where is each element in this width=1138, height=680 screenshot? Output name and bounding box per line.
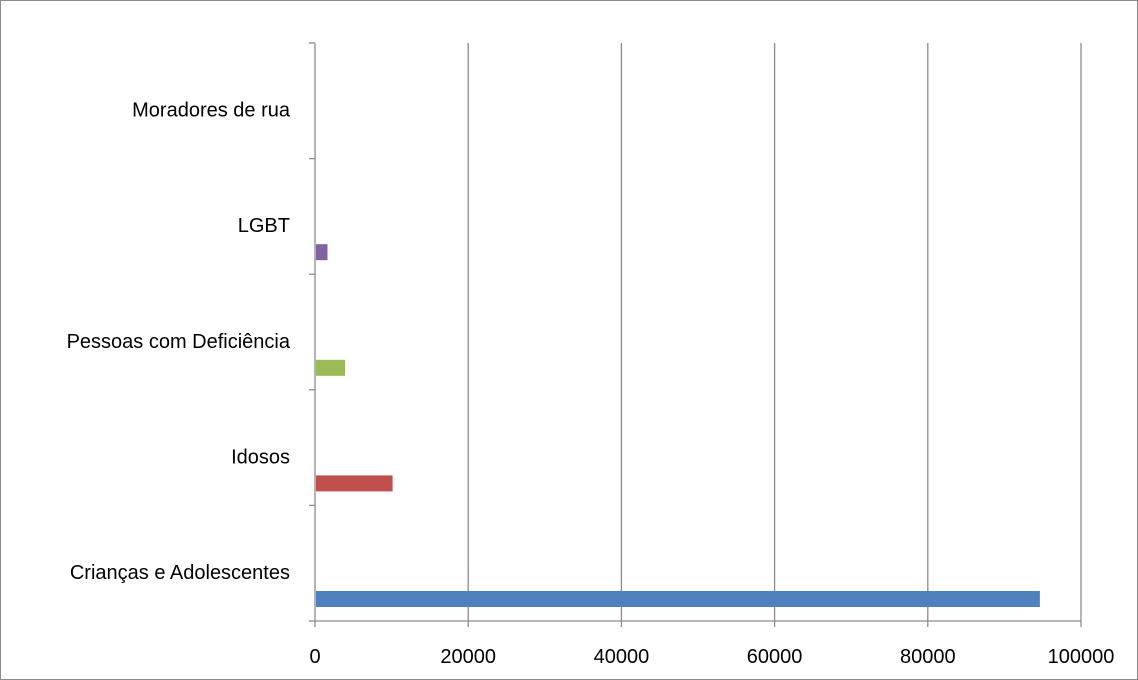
bar (316, 244, 328, 261)
bar (316, 591, 1040, 607)
category-label: Moradores de rua (132, 100, 291, 122)
x-tick-label: 20000 (440, 646, 496, 668)
x-tick-label: 40000 (594, 646, 650, 668)
category-label: LGBT (238, 215, 290, 237)
labels: 0 20000 40000 60000 80000 100000 Crianças e Ad… (67, 100, 1115, 668)
gridlines (467, 43, 1082, 621)
bar (316, 359, 346, 376)
x-tick-label: 80000 (900, 646, 956, 668)
category-label: Idosos (231, 446, 290, 468)
category-label: Pessoas com Deficiência (67, 331, 291, 353)
category-label: Crianças e Adolescentes (70, 562, 290, 584)
x-tick-label: 60000 (747, 646, 803, 668)
x-tick-label: 0 (309, 646, 320, 668)
axes (309, 42, 1082, 627)
bar (316, 475, 393, 492)
bars (316, 244, 1040, 607)
x-tick-label: 100000 (1048, 646, 1115, 668)
